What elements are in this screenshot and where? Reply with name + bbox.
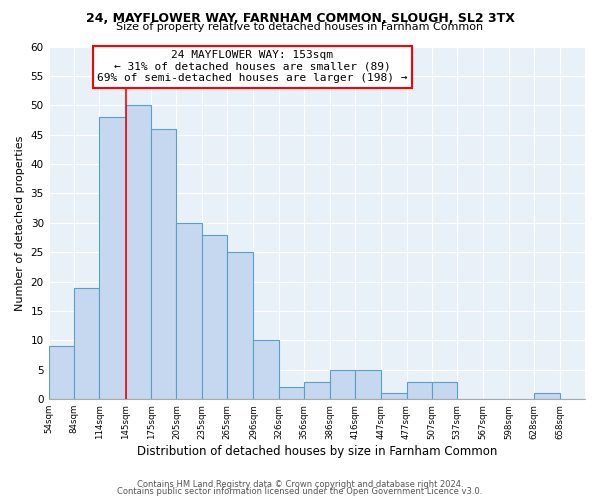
Bar <box>100 117 125 399</box>
Bar <box>151 129 176 399</box>
Bar <box>279 388 304 399</box>
Bar <box>381 394 407 399</box>
Bar <box>253 340 279 399</box>
X-axis label: Distribution of detached houses by size in Farnham Common: Distribution of detached houses by size … <box>137 444 497 458</box>
Text: 24 MAYFLOWER WAY: 153sqm
← 31% of detached houses are smaller (89)
69% of semi-d: 24 MAYFLOWER WAY: 153sqm ← 31% of detach… <box>97 50 408 83</box>
Text: Contains public sector information licensed under the Open Government Licence v3: Contains public sector information licen… <box>118 487 482 496</box>
Bar <box>407 382 432 399</box>
Bar <box>329 370 355 399</box>
Text: Contains HM Land Registry data © Crown copyright and database right 2024.: Contains HM Land Registry data © Crown c… <box>137 480 463 489</box>
Bar <box>125 106 151 399</box>
Bar <box>432 382 457 399</box>
Text: 24, MAYFLOWER WAY, FARNHAM COMMON, SLOUGH, SL2 3TX: 24, MAYFLOWER WAY, FARNHAM COMMON, SLOUG… <box>86 12 514 26</box>
Bar <box>304 382 329 399</box>
Bar <box>49 346 74 399</box>
Bar <box>227 252 253 399</box>
Bar <box>202 234 227 399</box>
Bar <box>176 223 202 399</box>
Bar <box>74 288 100 399</box>
Bar <box>355 370 381 399</box>
Text: Size of property relative to detached houses in Farnham Common: Size of property relative to detached ho… <box>116 22 484 32</box>
Bar <box>534 394 560 399</box>
Y-axis label: Number of detached properties: Number of detached properties <box>15 135 25 310</box>
